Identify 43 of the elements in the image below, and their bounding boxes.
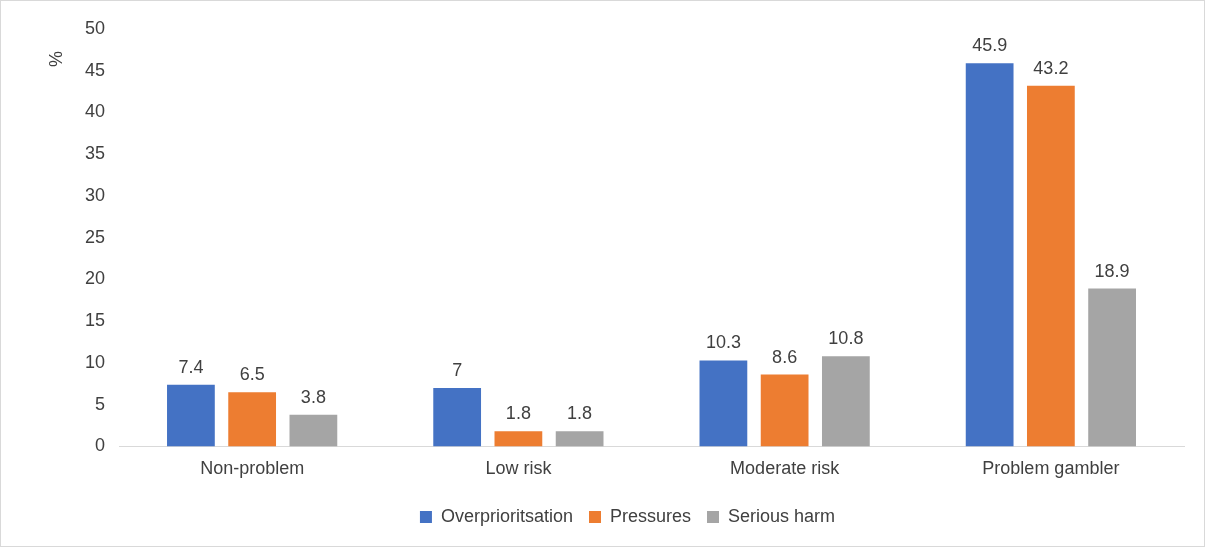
bar	[1088, 288, 1136, 447]
x-tick-label: Moderate risk	[730, 458, 841, 479]
y-tick-label: 10	[84, 351, 106, 372]
y-tick-label: 0	[95, 435, 106, 456]
data-label: 45.9	[972, 35, 1008, 56]
bar	[1027, 85, 1075, 447]
data-label: 10.3	[705, 332, 741, 353]
legend-label: Serious harm	[728, 505, 836, 526]
bar	[760, 374, 809, 447]
data-label: 6.5	[239, 364, 265, 385]
x-tick-label: Non-problem	[200, 458, 305, 479]
data-label: 18.9	[1094, 260, 1130, 281]
data-label: 10.8	[828, 328, 864, 349]
data-label: 8.6	[772, 346, 798, 367]
data-label: 43.2	[1033, 57, 1069, 78]
bar	[555, 431, 604, 447]
data-label: 7.4	[178, 356, 204, 377]
data-label: 1.8	[505, 403, 531, 424]
legend-label: Pressures	[609, 505, 692, 526]
legend-label: Overprioritsation	[440, 505, 573, 526]
y-tick-label: 35	[84, 143, 106, 164]
bar	[821, 356, 870, 447]
bar	[965, 63, 1014, 447]
y-tick-label: 15	[84, 310, 106, 331]
y-tick-label: 20	[84, 268, 106, 289]
y-axis-title: %	[45, 50, 66, 68]
bar	[167, 384, 215, 447]
y-tick-label: 45	[84, 59, 106, 80]
data-label: 1.8	[567, 403, 593, 424]
bar	[433, 387, 482, 447]
bar	[228, 392, 277, 447]
y-tick-label: 30	[84, 184, 106, 205]
bar	[289, 414, 338, 447]
y-tick-label: 50	[84, 17, 106, 38]
y-tick-label: 40	[84, 101, 106, 122]
data-label: 3.8	[300, 386, 326, 407]
x-tick-label: Problem gambler	[982, 458, 1120, 479]
y-tick-label: 5	[95, 393, 106, 414]
x-tick-label: Low risk	[485, 458, 553, 479]
bar	[699, 360, 748, 447]
y-tick-label: 25	[84, 226, 106, 247]
bar	[494, 431, 543, 447]
data-label: 7	[452, 359, 463, 380]
